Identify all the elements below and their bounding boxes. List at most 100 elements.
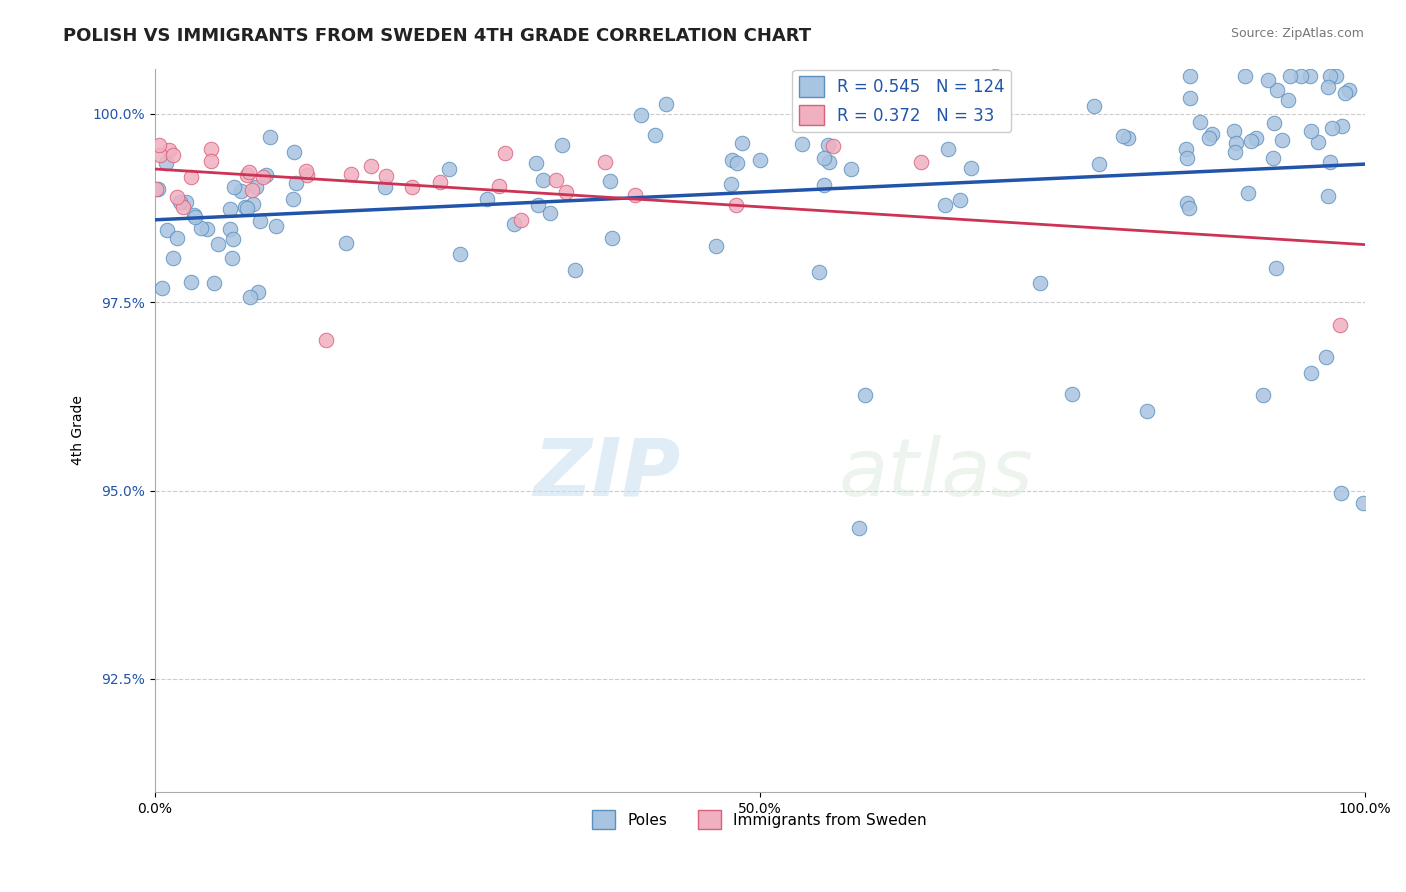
Point <box>527 198 550 212</box>
Point <box>162 251 184 265</box>
Point <box>242 196 264 211</box>
Point <box>1315 350 1337 364</box>
Y-axis label: 4th Grade: 4th Grade <box>72 395 86 465</box>
Point <box>1279 69 1302 83</box>
Point <box>1263 116 1285 130</box>
Point <box>224 180 246 194</box>
Point <box>1333 86 1355 100</box>
Point <box>1319 155 1341 169</box>
Point <box>725 155 748 169</box>
Point <box>929 87 952 101</box>
Point <box>1083 99 1105 113</box>
Point <box>1237 186 1260 200</box>
Point <box>1289 69 1312 83</box>
Point <box>1351 496 1374 510</box>
Point <box>240 183 263 197</box>
Point <box>848 521 870 535</box>
Point <box>183 208 205 222</box>
Point <box>564 263 586 277</box>
Point <box>283 145 305 159</box>
Point <box>180 169 202 184</box>
Point <box>624 187 647 202</box>
Point <box>538 206 561 220</box>
Point <box>169 195 191 210</box>
Point <box>655 96 678 111</box>
Point <box>939 89 962 103</box>
Point <box>295 168 318 182</box>
Point <box>1261 151 1284 165</box>
Text: ZIP: ZIP <box>533 434 681 513</box>
Point <box>264 219 287 234</box>
Point <box>295 164 318 178</box>
Point <box>1111 128 1133 143</box>
Point <box>285 176 308 190</box>
Text: atlas: atlas <box>838 434 1033 513</box>
Point <box>254 168 277 182</box>
Point <box>1337 83 1360 97</box>
Point <box>1060 386 1083 401</box>
Point <box>195 222 218 236</box>
Point <box>449 247 471 261</box>
Point <box>148 182 170 196</box>
Point <box>1244 131 1267 145</box>
Point <box>704 238 727 252</box>
Point <box>551 138 574 153</box>
Point <box>1299 124 1322 138</box>
Point <box>247 285 270 300</box>
Point <box>593 155 616 169</box>
Point <box>1306 135 1329 149</box>
Point <box>184 210 207 224</box>
Point <box>1329 486 1351 500</box>
Point <box>222 232 245 246</box>
Point <box>374 180 396 194</box>
Point <box>813 151 835 165</box>
Point <box>401 180 423 194</box>
Point <box>236 169 259 183</box>
Point <box>162 148 184 162</box>
Point <box>180 275 202 289</box>
Point <box>1178 91 1201 105</box>
Point <box>730 136 752 150</box>
Point <box>233 200 256 214</box>
Point <box>200 142 222 156</box>
Point <box>813 178 835 193</box>
Point <box>544 172 567 186</box>
Point <box>959 161 981 176</box>
Point <box>200 154 222 169</box>
Point <box>599 174 621 188</box>
Point <box>1225 136 1247 151</box>
Point <box>748 153 770 167</box>
Point <box>1225 145 1247 159</box>
Point <box>155 156 177 170</box>
Point <box>174 195 197 210</box>
Point <box>1257 73 1279 87</box>
Point <box>817 138 839 153</box>
Point <box>1116 131 1139 145</box>
Point <box>818 155 841 169</box>
Point <box>148 147 170 161</box>
Point <box>239 290 262 304</box>
Point <box>1136 404 1159 418</box>
Point <box>1175 151 1198 165</box>
Point <box>283 192 305 206</box>
Point <box>910 155 932 169</box>
Point <box>986 88 1008 103</box>
Point <box>229 184 252 198</box>
Legend: Poles, Immigrants from Sweden: Poles, Immigrants from Sweden <box>586 804 934 835</box>
Point <box>236 201 259 215</box>
Point <box>853 388 876 402</box>
Point <box>531 173 554 187</box>
Point <box>1298 69 1320 83</box>
Point <box>1178 69 1201 83</box>
Point <box>488 179 510 194</box>
Point <box>1174 142 1197 156</box>
Point <box>494 146 516 161</box>
Point <box>1175 195 1198 210</box>
Point <box>839 161 862 176</box>
Point <box>644 128 666 142</box>
Point <box>156 223 179 237</box>
Point <box>1223 124 1246 138</box>
Point <box>238 165 260 179</box>
Point <box>360 160 382 174</box>
Point <box>245 180 267 194</box>
